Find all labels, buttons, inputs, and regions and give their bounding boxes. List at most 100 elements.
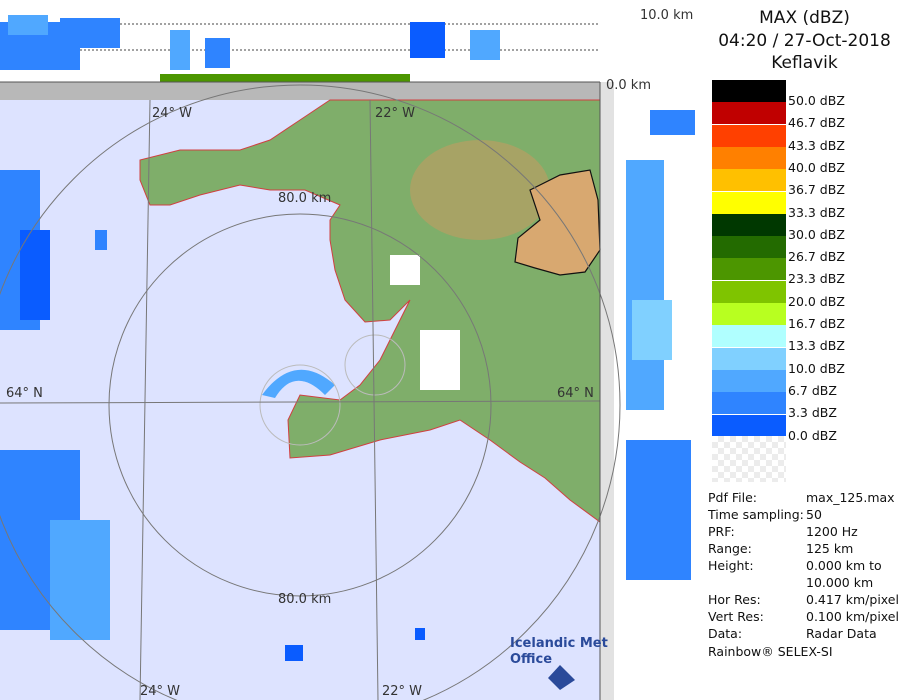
- legend-swatch: [712, 347, 786, 370]
- range-label-upper: 80.0 km: [278, 191, 332, 206]
- legend-label: 46.7 dBZ: [788, 115, 845, 131]
- info-key: PRF:: [708, 524, 735, 539]
- top-scale-label: 10.0 km: [640, 8, 694, 23]
- legend-swatch: [712, 102, 786, 125]
- imo-logo-text: Icelandic Met Office: [510, 636, 608, 668]
- info-key: Data:: [708, 626, 743, 641]
- near-radar-echo: [262, 369, 335, 398]
- legend-panel: MAX (dBZ) 04:20 / 27-Oct-2018 Keflavik 5…: [700, 0, 909, 700]
- right-profile-echo: [626, 440, 691, 580]
- top-profile-echo: [60, 18, 120, 48]
- top-profile-echo: [170, 30, 190, 70]
- legend-label: 36.7 dBZ: [788, 182, 845, 198]
- legend-label: 20.0 dBZ: [788, 293, 845, 309]
- range-label-lower: 80.0 km: [278, 592, 332, 607]
- info-value: 125 km: [806, 541, 854, 556]
- sea-echo: [20, 230, 50, 320]
- legend-nodata-swatch: [712, 436, 786, 482]
- radar-map: 10.0 km 0.0 km 24° W 22° W 24° W 22° W 6…: [0, 8, 695, 700]
- legend-swatch: [712, 392, 786, 415]
- info-key: Range:: [708, 541, 752, 556]
- top-profile-echo: [8, 15, 48, 35]
- right-profile-echo: [626, 160, 664, 410]
- legend-swatch: [712, 213, 786, 236]
- info-value: 10.000 km: [806, 575, 874, 590]
- range-ring-outer: [0, 84, 621, 700]
- ground-clutter: [420, 330, 460, 390]
- legend-label: 43.3 dBZ: [788, 137, 845, 153]
- legend-swatch: [712, 325, 786, 348]
- legend-label: 6.7 dBZ: [788, 382, 837, 398]
- legend-label: 50.0 dBZ: [788, 93, 845, 108]
- imo-logo-mark: [548, 665, 575, 690]
- legend-swatch: [712, 258, 786, 281]
- top-profile-echo: [160, 74, 410, 82]
- legend-label: 40.0 dBZ: [788, 159, 845, 175]
- range-ring-inner: [259, 364, 341, 446]
- product-datetime: 04:20 / 27-Oct-2018: [718, 31, 891, 51]
- sea-echo: [415, 628, 425, 640]
- lat-label-left: 64° N: [6, 386, 43, 401]
- sea-echo: [285, 645, 303, 661]
- legend-swatch: [712, 414, 786, 437]
- product-title: MAX (dBZ): [759, 8, 850, 28]
- info-key: Hor Res:: [708, 592, 761, 607]
- top-profile-echo: [470, 30, 500, 60]
- info-value: 50: [806, 507, 822, 522]
- legend-swatch: [712, 280, 786, 303]
- lon-label-bottom-left: 24° W: [140, 684, 181, 699]
- footer-credit: Rainbow® SELEX-SI: [708, 644, 833, 659]
- legend-label: 23.3 dBZ: [788, 271, 845, 287]
- legend-swatch: [712, 146, 786, 169]
- lon-label-top-left: 24° W: [152, 106, 193, 121]
- radar-site: Keflavik: [771, 53, 838, 73]
- info-key: Pdf File:: [708, 490, 757, 505]
- imo-logo-line2: Office: [510, 652, 553, 667]
- info-value: 0.417 km/pixel: [806, 592, 899, 607]
- info-value: max_125.max: [806, 490, 895, 505]
- info-value: 1200 Hz: [806, 524, 858, 539]
- range-ring-80km: [108, 213, 492, 597]
- legend-swatch: [712, 369, 786, 392]
- legend-label: 10.0 dBZ: [788, 360, 845, 376]
- info-value: Radar Data: [806, 626, 877, 641]
- info-key: Time sampling:: [708, 507, 804, 522]
- legend-label: 30.0 dBZ: [788, 226, 845, 242]
- sea-echo: [95, 230, 107, 250]
- info-key: Height:: [708, 558, 754, 573]
- legend-swatch: [712, 169, 786, 192]
- info-value: 0.000 km to: [806, 558, 882, 573]
- lon-label-bottom-right: 22° W: [382, 684, 423, 699]
- zero-km-label: 0.0 km: [606, 78, 651, 93]
- lat-label-right: 64° N: [557, 386, 594, 401]
- legend-swatch: [712, 124, 786, 147]
- legend-label: 16.7 dBZ: [788, 316, 845, 331]
- parallel-64n: [0, 400, 601, 404]
- info-key: Vert Res:: [708, 609, 764, 624]
- right-profile-ground: [600, 82, 614, 700]
- legend-label: 13.3 dBZ: [788, 338, 845, 354]
- imo-logo-line1: Icelandic Met: [510, 636, 608, 651]
- highland-area: [410, 140, 550, 240]
- sea-echo: [50, 520, 110, 640]
- right-profile-echo: [632, 300, 672, 360]
- lon-label-top-right: 22° W: [375, 106, 416, 121]
- range-ring-small: [344, 334, 406, 396]
- legend-label: 3.3 dBZ: [788, 405, 837, 421]
- legend-label: 33.3 dBZ: [788, 204, 845, 220]
- meridian-24w: [139, 99, 151, 700]
- top-profile-echo: [205, 38, 230, 68]
- right-profile-echo: [650, 110, 695, 135]
- top-profile-echo: [410, 22, 445, 58]
- legend-label: 26.7 dBZ: [788, 249, 845, 265]
- legend-label: 0.0 dBZ: [788, 427, 837, 443]
- legend-swatch: [712, 236, 786, 259]
- legend-swatch: [712, 80, 786, 102]
- legend-swatch: [712, 303, 786, 325]
- info-value: 0.100 km/pixel: [806, 609, 899, 624]
- grey-band: [0, 82, 600, 100]
- radar-map-canvas: [0, 15, 695, 700]
- ground-clutter: [390, 255, 420, 285]
- legend-swatch: [712, 191, 786, 214]
- meridian-22w: [369, 99, 379, 700]
